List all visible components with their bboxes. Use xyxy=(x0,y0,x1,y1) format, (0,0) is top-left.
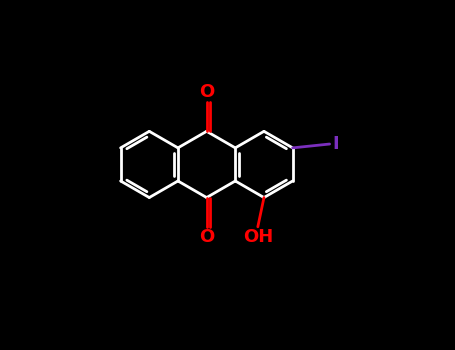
Text: OH: OH xyxy=(243,228,273,246)
Text: O: O xyxy=(199,228,214,246)
Text: I: I xyxy=(333,135,339,153)
Text: O: O xyxy=(199,83,214,100)
